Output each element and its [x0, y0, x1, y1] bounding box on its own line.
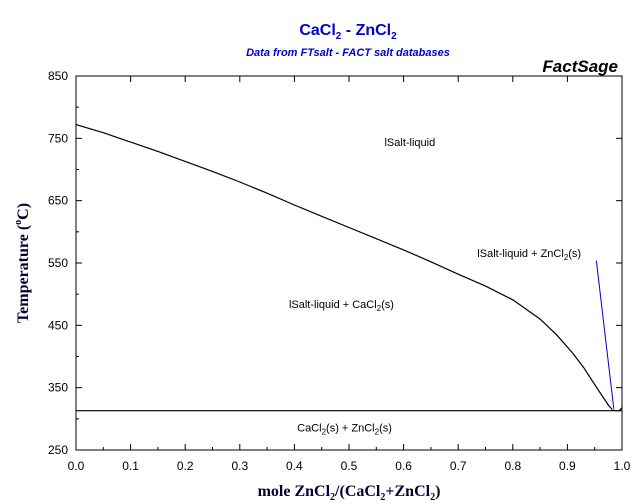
annotation-leader-line	[595, 260, 615, 409]
region-label-part: 2	[377, 304, 382, 313]
title-sep: - ZnCl	[341, 22, 391, 39]
x-tick-label: 0.1	[122, 459, 139, 473]
xlabel-c: +ZnCl	[385, 483, 430, 500]
region-label-part: (s) + ZnCl	[326, 422, 375, 434]
region-label-liq-cacl2: lSalt-liquid + CaCl2(s)	[289, 299, 394, 313]
region-label-part: (s)	[381, 299, 394, 311]
title-sub-a: 2	[336, 31, 342, 42]
x-tick-label: 0.0	[68, 459, 85, 473]
xlabel-d: )	[435, 483, 440, 500]
region-label-part: 2	[564, 253, 569, 262]
xlabel-b: /(CaCl	[334, 483, 381, 500]
x-tick-label: 0.6	[395, 459, 412, 473]
region-label-part: lSalt-liquid + CaCl	[289, 299, 377, 311]
y-axis-label: Temperature (oC)	[13, 203, 32, 323]
xlabel-b-sub: 2	[380, 492, 385, 503]
y-tick-label: 750	[48, 131, 68, 145]
phase-boundaries	[75, 124, 623, 412]
x-tick-label: 0.7	[450, 459, 467, 473]
y-tick-label: 350	[48, 381, 68, 395]
axis-ticks: 0.0 0.1 0.2 0.3 0.4 0.5 0.6 0.7 0.8 0.9 1.0 250 350 4…	[48, 69, 631, 473]
region-label-cacl2-zncl2: CaCl2(s) + ZnCl2(s)	[297, 422, 392, 436]
series-liquidus-cacl2	[75, 124, 613, 410]
xlabel-a-sub: 2	[330, 492, 335, 503]
xlabel-c-sub: 2	[430, 492, 435, 503]
x-tick-label: 0.8	[504, 459, 521, 473]
xlabel-a: mole ZnCl	[258, 483, 331, 500]
region-label-part: lSalt-liquid + ZnCl	[477, 248, 564, 260]
chart-subtitle: Data from FTsalt - FACT salt databases	[246, 47, 450, 59]
y-tick-label: 450	[48, 318, 68, 332]
region-label-part: CaCl	[297, 422, 321, 434]
region-label-part: (s)	[379, 422, 392, 434]
factsage-logo: FactSage	[542, 57, 618, 76]
region-label-part: 2	[375, 427, 380, 436]
ylabel-b: C)	[15, 203, 32, 220]
chart-title: CaCl2 - ZnCl2	[299, 22, 397, 42]
region-label-part: 2	[322, 427, 327, 436]
plot-frame	[75, 75, 623, 451]
x-tick-label: 0.2	[177, 459, 194, 473]
x-tick-label: 0.5	[341, 459, 358, 473]
ylabel-deg: o	[13, 220, 24, 225]
ylabel-a: Temperature (	[15, 225, 32, 323]
x-tick-label: 0.9	[559, 459, 576, 473]
x-tick-label: 0.4	[286, 459, 303, 473]
region-label-part: lSalt-liquid	[384, 137, 435, 149]
x-tick-label: 0.3	[231, 459, 248, 473]
region-label-salt-liquid: lSalt-liquid	[384, 137, 435, 149]
title-sub-b: 2	[391, 31, 397, 42]
title-part-a: CaCl	[299, 22, 335, 39]
region-label-part: (s)	[568, 248, 581, 260]
region-label-liq-zncl2: lSalt-liquid + ZnCl2(s)	[477, 248, 581, 262]
x-tick-label: 1.0	[614, 459, 631, 473]
y-tick-label: 250	[48, 443, 68, 457]
y-tick-label: 650	[48, 194, 68, 208]
x-axis-label: mole ZnCl2/(CaCl2+ZnCl2)	[258, 483, 441, 503]
y-tick-label: 850	[48, 69, 68, 83]
y-tick-label: 550	[48, 256, 68, 270]
